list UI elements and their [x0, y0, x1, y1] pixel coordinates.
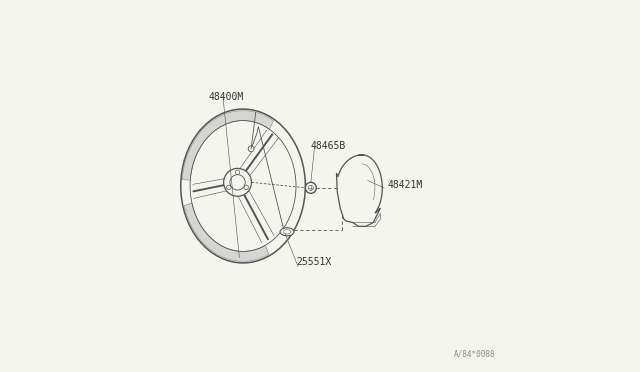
Text: 25551X: 25551X [296, 257, 332, 267]
Text: 48465B: 48465B [311, 141, 346, 151]
Circle shape [305, 182, 316, 193]
Polygon shape [337, 155, 382, 226]
Text: 48421M: 48421M [388, 180, 423, 190]
Text: A/84*0088: A/84*0088 [454, 349, 496, 358]
Text: 48400M: 48400M [208, 92, 243, 102]
Polygon shape [184, 203, 269, 262]
Circle shape [223, 169, 252, 196]
Polygon shape [182, 110, 273, 180]
Ellipse shape [280, 228, 294, 236]
Circle shape [248, 146, 254, 152]
